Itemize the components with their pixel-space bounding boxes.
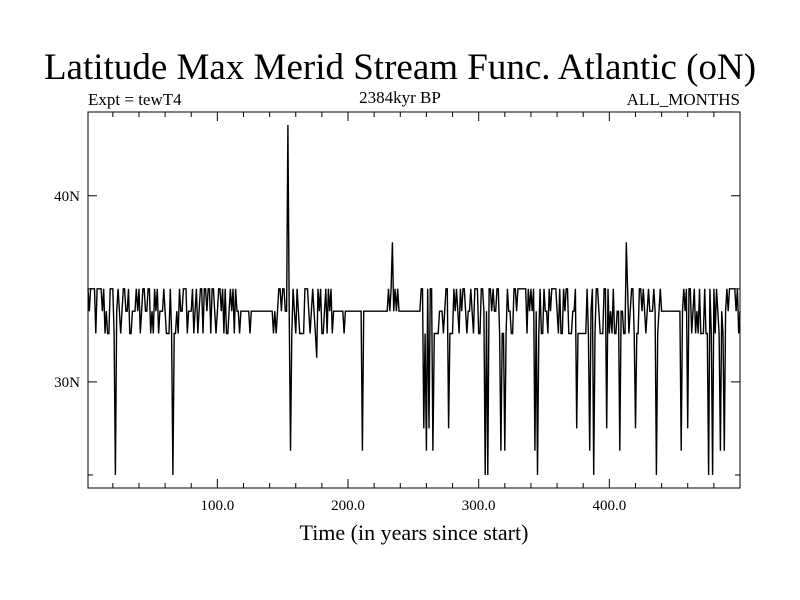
y-tick-label: 40N	[54, 189, 80, 205]
months-label: ALL_MONTHS	[626, 90, 740, 109]
x-axis-label: Time (in years since start)	[299, 520, 529, 545]
y-tick-label: 30N	[54, 375, 80, 391]
x-tick-label: 400.0	[592, 498, 626, 514]
x-tick-label: 300.0	[462, 498, 496, 514]
x-tick-label: 200.0	[331, 498, 365, 514]
experiment-label: Expt = tewT4	[88, 90, 182, 109]
chart-title: Latitude Max Merid Stream Func. Atlantic…	[43, 47, 757, 88]
series-line	[87, 124, 741, 476]
x-tick-label: 100.0	[200, 498, 234, 514]
axis-ticks	[88, 112, 740, 488]
axis-tick-labels: 100.0 200.0 300.0 400.0 30N 40N	[54, 189, 626, 514]
chart-subtitle: 2384kyr BP	[359, 88, 441, 107]
